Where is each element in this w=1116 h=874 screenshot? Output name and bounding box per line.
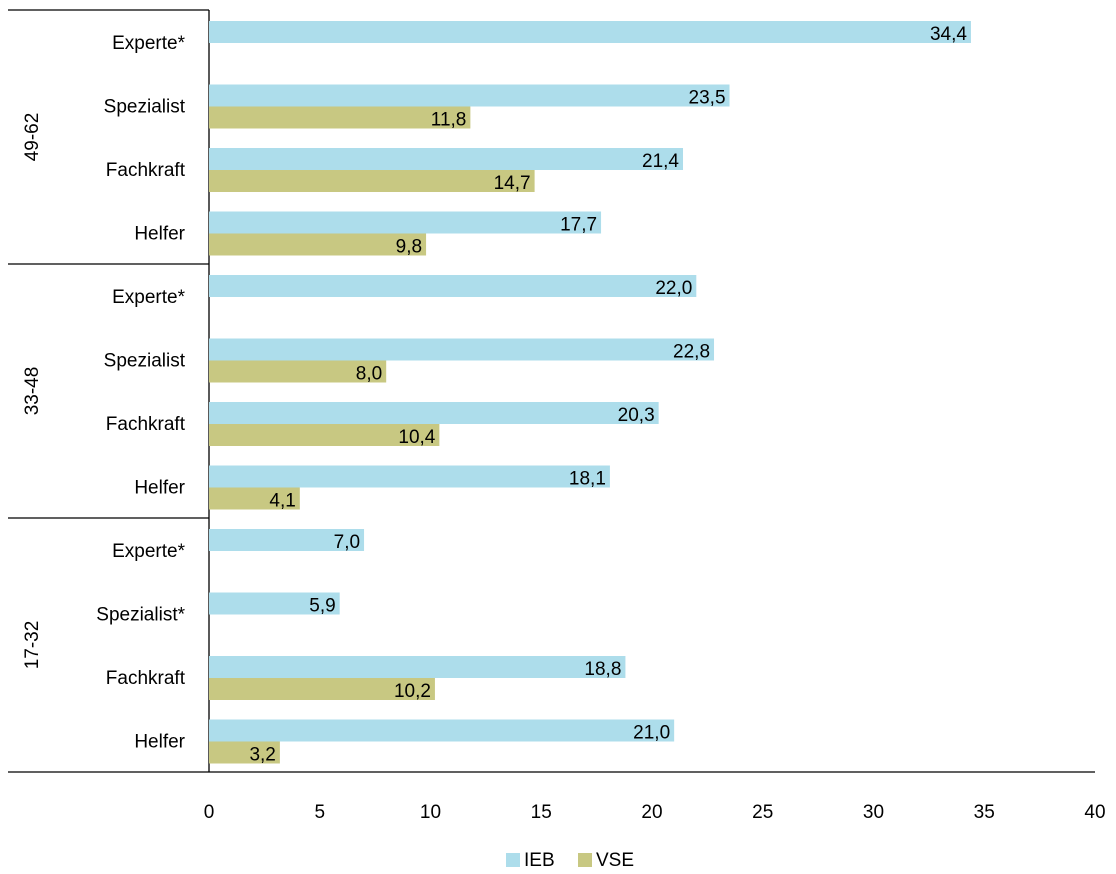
- data-label: 21,0: [633, 723, 670, 744]
- bars: [209, 21, 971, 764]
- data-label: 17,7: [560, 215, 597, 236]
- x-tick-label: 35: [974, 802, 995, 823]
- legend-swatch-vse: [578, 853, 592, 867]
- data-label: 11,8: [431, 110, 467, 131]
- data-label: 18,1: [569, 469, 606, 490]
- x-tick-label: 40: [1084, 802, 1105, 823]
- legend: IEB VSE: [506, 850, 634, 871]
- data-label: 10,4: [398, 427, 435, 448]
- category-label: Experte*: [112, 33, 185, 54]
- data-label: 7,0: [334, 532, 360, 553]
- x-tick-label: 0: [204, 802, 215, 823]
- bar-ieb: [209, 529, 365, 551]
- bar-ieb: [209, 275, 697, 297]
- category-label: Helfer: [134, 732, 185, 753]
- axes: [8, 9, 1095, 773]
- bar-vse: [209, 741, 280, 764]
- bar-ieb: [209, 338, 715, 361]
- data-label: 9,8: [396, 237, 422, 258]
- category-label: Fachkraft: [106, 414, 186, 435]
- data-label: 20,3: [618, 405, 655, 426]
- bar-vse: [209, 360, 387, 383]
- data-label: 8,0: [356, 364, 382, 385]
- group-label: 49-62: [22, 113, 43, 162]
- bar-vse: [209, 106, 471, 129]
- bar-ieb: [209, 402, 659, 424]
- bar-ieb: [209, 148, 684, 170]
- bar-vse: [209, 678, 435, 700]
- data-label: 14,7: [494, 173, 531, 194]
- data-label: 34,4: [930, 24, 967, 45]
- category-label: Spezialist*: [96, 605, 185, 626]
- data-label: 4,1: [269, 491, 295, 512]
- category-label: Experte*: [112, 541, 185, 562]
- x-tick-label: 10: [420, 802, 441, 823]
- x-tick-label: 5: [314, 802, 325, 823]
- bar-vse: [209, 233, 427, 256]
- data-label: 10,2: [394, 681, 431, 702]
- category-label: Fachkraft: [106, 668, 186, 689]
- bar-ieb: [209, 592, 340, 615]
- category-label: Helfer: [134, 478, 185, 499]
- bar-ieb: [209, 656, 626, 678]
- data-label: 22,0: [655, 278, 692, 299]
- legend-label: IEB: [524, 850, 555, 871]
- category-label: Helfer: [134, 224, 185, 245]
- category-label: Spezialist: [104, 351, 186, 372]
- legend-label: VSE: [596, 850, 634, 871]
- x-tick-label: 25: [752, 802, 773, 823]
- labels: 0 5 10 15 20 25 30 35 40 49-62 Experte* 34,4 Spezial…: [22, 24, 1106, 823]
- data-label: 21,4: [642, 151, 679, 172]
- bar-ieb: [209, 84, 730, 107]
- bar-vse: [209, 170, 535, 192]
- group-label: 33-48: [22, 367, 43, 416]
- bar-vse: [209, 424, 440, 446]
- category-label: Experte*: [112, 287, 185, 308]
- x-tick-label: 20: [641, 802, 662, 823]
- group-label: 17-32: [22, 621, 43, 670]
- bar-ieb: [209, 465, 610, 488]
- bar-ieb: [209, 719, 675, 742]
- data-label: 22,8: [673, 342, 710, 363]
- data-label: 5,9: [309, 596, 335, 617]
- bar-ieb: [209, 21, 971, 43]
- x-tick-label: 30: [863, 802, 884, 823]
- bar-ieb: [209, 211, 602, 234]
- category-label: Spezialist: [104, 97, 186, 118]
- data-label: 23,5: [689, 88, 726, 109]
- category-label: Fachkraft: [106, 160, 186, 181]
- bar-vse: [209, 487, 300, 510]
- data-label: 3,2: [249, 745, 275, 766]
- legend-swatch-ieb: [506, 853, 520, 867]
- x-tick-label: 15: [531, 802, 552, 823]
- data-label: 18,8: [584, 659, 621, 680]
